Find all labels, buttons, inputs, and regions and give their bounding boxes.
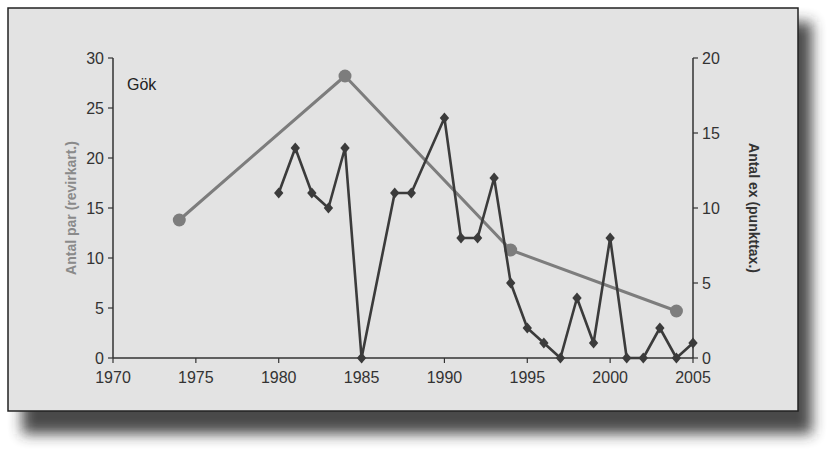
plot-area bbox=[173, 70, 698, 364]
chart-title: Gök bbox=[127, 76, 157, 93]
x-tick-label: 1985 bbox=[344, 369, 380, 386]
diamond-marker bbox=[655, 323, 664, 334]
y-tick bbox=[108, 107, 113, 108]
diamond-marker bbox=[324, 203, 333, 214]
y2-tick-label: 0 bbox=[702, 350, 711, 367]
diamond-marker bbox=[473, 233, 482, 244]
diamond-marker bbox=[274, 188, 283, 199]
panel bbox=[8, 8, 798, 411]
x-tick bbox=[692, 358, 693, 363]
y-tick-label: 0 bbox=[95, 350, 104, 367]
y-tick-label: 20 bbox=[86, 150, 104, 167]
diamond-marker bbox=[340, 143, 349, 154]
x-tick-label: 2005 bbox=[675, 369, 711, 386]
diamond-marker bbox=[688, 338, 697, 349]
x-tick bbox=[444, 358, 445, 363]
y-tick-label: 15 bbox=[86, 200, 104, 217]
diamond-marker bbox=[456, 233, 465, 244]
y2-tick-label: 20 bbox=[702, 50, 720, 67]
chart-svg: 1970197519801985199019952000200505101520… bbox=[0, 0, 831, 463]
diamond-marker bbox=[390, 188, 399, 199]
y-tick bbox=[108, 157, 113, 158]
y-tick bbox=[108, 257, 113, 258]
y2-tick-label: 5 bbox=[702, 275, 711, 292]
y2-tick bbox=[693, 207, 698, 208]
diamond-marker bbox=[572, 293, 581, 304]
diamond-marker bbox=[556, 353, 565, 364]
diamond-marker bbox=[407, 188, 416, 199]
y-tick bbox=[108, 207, 113, 208]
y-tick-label: 10 bbox=[86, 250, 104, 267]
circle-marker bbox=[339, 70, 352, 83]
x-tick bbox=[610, 358, 611, 363]
x-tick bbox=[195, 358, 196, 363]
diamond-marker bbox=[589, 338, 598, 349]
diamond-marker bbox=[357, 353, 366, 364]
y2-tick-label: 15 bbox=[702, 125, 720, 142]
x-tick-label: 1975 bbox=[178, 369, 214, 386]
y-tick-label: 5 bbox=[95, 300, 104, 317]
y-tick bbox=[108, 307, 113, 308]
diamond-marker bbox=[672, 353, 681, 364]
x-tick-label: 1995 bbox=[509, 369, 545, 386]
diamond-marker bbox=[539, 338, 548, 349]
circle-marker bbox=[670, 305, 683, 318]
x-tick-label: 1970 bbox=[95, 369, 131, 386]
x-tick bbox=[527, 358, 528, 363]
diamond-marker bbox=[639, 353, 648, 364]
diamond-marker bbox=[622, 353, 631, 364]
x-tick-label: 1980 bbox=[261, 369, 297, 386]
y2-tick-label: 10 bbox=[702, 200, 720, 217]
x-tick-label: 2000 bbox=[592, 369, 628, 386]
y2-tick bbox=[693, 57, 698, 58]
x-tick bbox=[278, 358, 279, 363]
y2-tick bbox=[693, 282, 698, 283]
chart-root: 1970197519801985199019952000200505101520… bbox=[0, 0, 831, 463]
diamond-marker bbox=[440, 113, 449, 124]
series-line bbox=[179, 76, 676, 311]
y-axis-label: Antal par (revirkart.) bbox=[63, 141, 79, 275]
x-axis-line bbox=[113, 357, 693, 359]
diamond-marker bbox=[523, 323, 532, 334]
y2-tick bbox=[693, 357, 698, 358]
x-tick-label: 1990 bbox=[427, 369, 463, 386]
y-tick bbox=[108, 57, 113, 58]
diamond-marker bbox=[307, 188, 316, 199]
x-tick bbox=[112, 358, 113, 363]
series-line bbox=[279, 118, 693, 358]
diamond-marker bbox=[489, 173, 498, 184]
y-tick bbox=[108, 357, 113, 358]
y2-axis-label: Antal ex (punkttax.) bbox=[746, 143, 762, 273]
diamond-marker bbox=[291, 143, 300, 154]
diamond-marker bbox=[506, 278, 515, 289]
diamond-marker bbox=[605, 233, 614, 244]
y2-tick bbox=[693, 132, 698, 133]
y-tick-label: 30 bbox=[86, 50, 104, 67]
circle-marker bbox=[173, 214, 186, 227]
y-tick-label: 25 bbox=[86, 100, 104, 117]
